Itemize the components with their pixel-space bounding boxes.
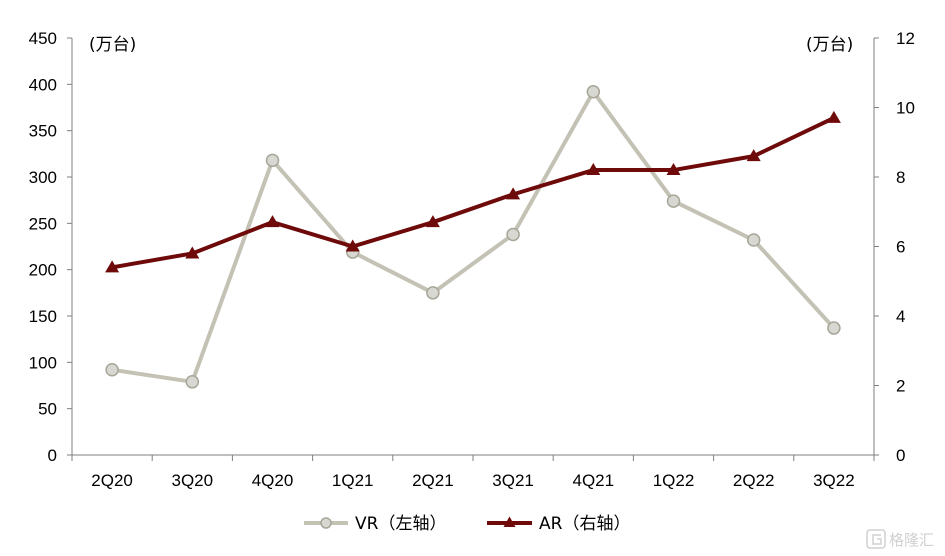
x-tick-label: 3Q21 <box>492 471 534 490</box>
right-tick-label: 12 <box>896 29 915 48</box>
right-tick-label: 2 <box>896 377 905 396</box>
left-tick-label: 100 <box>29 353 57 372</box>
x-tick-label: 2Q20 <box>91 471 133 490</box>
x-tick-label: 4Q21 <box>573 471 615 490</box>
legend-ar-label: AR（右轴） <box>539 514 630 534</box>
right-axis-unit-label: (万台) <box>806 35 853 55</box>
data-point <box>185 375 200 389</box>
legend-ar-marker <box>503 516 516 527</box>
data-point <box>746 233 761 247</box>
data-point <box>425 215 440 228</box>
left-tick-label: 150 <box>29 307 57 326</box>
left-tick-label: 350 <box>29 122 57 141</box>
left-axis-unit-label: (万台) <box>89 35 136 55</box>
x-tick-label: 1Q21 <box>332 471 374 490</box>
series-ar <box>105 110 841 273</box>
right-tick-label: 0 <box>896 446 905 465</box>
data-point <box>586 84 601 99</box>
left-tick-label: 300 <box>29 168 57 187</box>
left-tick-label: 200 <box>29 261 57 280</box>
legend-item-vr: VR（左轴） <box>304 514 446 534</box>
series-vr <box>105 84 841 389</box>
gelonghui-logo-icon <box>866 529 886 549</box>
data-point <box>345 239 360 252</box>
x-tick-label: 2Q22 <box>733 471 775 490</box>
data-point <box>826 110 841 123</box>
x-axis-ticks: 2Q20 3Q20 4Q20 1Q21 2Q21 3Q21 4Q21 1Q22 2Q22 3Q22 <box>71 455 875 490</box>
x-tick-label: 2Q21 <box>412 471 454 490</box>
left-tick-label: 250 <box>29 214 57 233</box>
right-tick-label: 6 <box>896 238 905 257</box>
data-point <box>185 246 200 259</box>
data-point <box>105 260 120 273</box>
data-point <box>827 321 841 335</box>
data-point <box>426 286 440 300</box>
data-point <box>265 215 280 228</box>
x-tick-label: 4Q20 <box>252 471 294 490</box>
legend-vr-label: VR（左轴） <box>355 514 446 534</box>
x-tick-label: 1Q22 <box>653 471 695 490</box>
right-tick-label: 8 <box>896 168 905 187</box>
series-line <box>111 116 835 270</box>
right-tick-label: 4 <box>896 307 905 326</box>
legend-item-ar: AR（右轴） <box>487 514 630 534</box>
data-point <box>506 227 520 242</box>
data-point <box>265 153 280 168</box>
data-point <box>746 149 761 162</box>
series-line <box>111 89 836 384</box>
x-tick-label: 3Q22 <box>813 471 855 490</box>
legend: VR（左轴） AR（右轴） <box>304 514 630 534</box>
right-tick-label: 10 <box>896 99 915 118</box>
data-point <box>586 163 601 176</box>
left-tick-label: 400 <box>29 75 57 94</box>
left-axis-ticks: 0 50 100 150 200 250 300 350 400 450 <box>29 29 72 465</box>
right-axis-ticks: 0 2 4 6 8 10 12 <box>874 29 915 465</box>
watermark: 格隆汇 <box>866 529 934 549</box>
data-point <box>666 163 681 176</box>
data-point <box>506 187 521 200</box>
data-point <box>666 194 681 208</box>
left-tick-label: 450 <box>29 29 57 48</box>
data-point <box>105 362 119 377</box>
series-layer <box>105 84 841 389</box>
legend-vr-marker <box>320 517 332 529</box>
left-tick-label: 50 <box>38 400 57 419</box>
watermark-text: 格隆汇 <box>889 531 934 549</box>
x-tick-label: 3Q20 <box>172 471 214 490</box>
left-tick-label: 0 <box>48 446 57 465</box>
